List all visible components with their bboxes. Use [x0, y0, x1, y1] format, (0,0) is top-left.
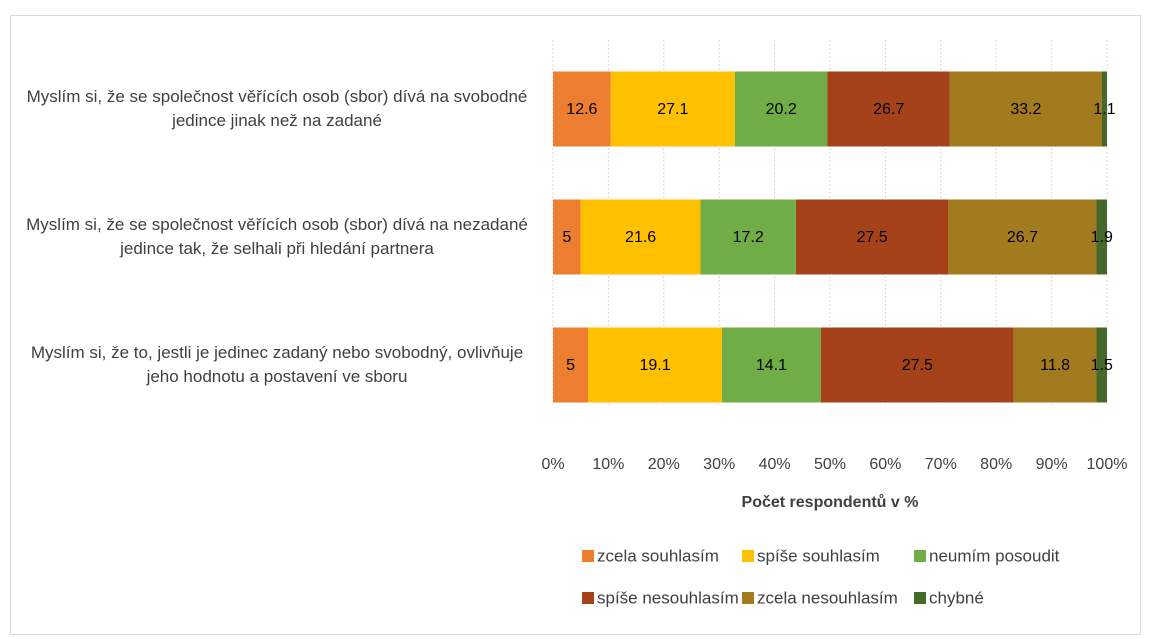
legend-label: zcela nesouhlasím	[757, 588, 898, 607]
data-label: 5	[566, 357, 575, 374]
x-tick-label: 30%	[703, 456, 735, 473]
bar-segment	[795, 199, 949, 275]
data-label: 20.2	[766, 101, 797, 118]
legend-label: spíše souhlasím	[757, 546, 880, 565]
x-tick-label: 0%	[541, 456, 564, 473]
x-axis-title: Počet respondentů v %	[742, 494, 919, 511]
bar-segment	[553, 71, 611, 147]
legend-swatch	[742, 592, 754, 604]
bar-segment	[588, 327, 723, 403]
bar-segment	[734, 71, 828, 147]
x-tick-label: 80%	[980, 456, 1012, 473]
bar-segment	[1096, 327, 1107, 403]
x-tick-label: 40%	[759, 456, 791, 473]
data-label: 11.8	[1040, 357, 1070, 374]
bar-segment	[610, 71, 735, 147]
bar-segment	[700, 199, 796, 275]
x-tick-label: 90%	[1036, 456, 1068, 473]
data-label: 26.7	[873, 101, 904, 118]
category-label: Myslím si, že to, jestli je jedinec zada…	[30, 343, 524, 386]
data-label: 5	[562, 229, 571, 246]
data-label: 1.1	[1093, 101, 1115, 118]
data-label: 27.5	[857, 229, 888, 246]
data-label: 26.7	[1007, 229, 1038, 246]
legend-swatch	[914, 550, 926, 562]
bar-segment	[1096, 199, 1107, 275]
category-label: Myslím si, že se společnost věřících oso…	[26, 87, 528, 130]
x-tick-label: 50%	[814, 456, 846, 473]
x-tick-label: 60%	[869, 456, 901, 473]
data-label: 14.1	[756, 357, 787, 374]
x-tick-label: 100%	[1087, 456, 1128, 473]
data-label: 27.5	[902, 357, 933, 374]
data-label: 12.6	[566, 101, 597, 118]
legend-swatch	[582, 550, 594, 562]
bar-segment	[827, 71, 950, 147]
bar-segment	[580, 199, 701, 275]
legend-label: spíše nesouhlasím	[597, 588, 739, 607]
data-label: 19.1	[639, 357, 670, 374]
legend-swatch	[742, 550, 754, 562]
data-label: 21.6	[625, 229, 656, 246]
x-tick-label: 20%	[648, 456, 680, 473]
data-label: 27.1	[657, 101, 688, 118]
bar-segment	[553, 199, 581, 275]
x-tick-label: 10%	[592, 456, 624, 473]
legend-swatch	[914, 592, 926, 604]
data-label: 1.5	[1091, 357, 1113, 374]
legend-label: neumím posoudit	[929, 546, 1060, 565]
legend-label: zcela souhlasím	[597, 546, 719, 565]
bar-segment	[949, 71, 1102, 147]
legend-swatch	[582, 592, 594, 604]
x-tick-label: 70%	[925, 456, 957, 473]
data-label: 33.2	[1010, 101, 1041, 118]
bar-segment	[722, 327, 821, 403]
bar-segment	[820, 327, 1014, 403]
data-label: 1.9	[1091, 229, 1113, 246]
legend-label: chybné	[929, 588, 984, 607]
bar-segment	[1013, 327, 1097, 403]
chart-border	[10, 15, 1141, 635]
bar-segment	[553, 327, 589, 403]
bar-segment	[1101, 71, 1107, 147]
category-label: Myslím si, že se společnost věřících oso…	[26, 215, 528, 258]
bar-segment	[948, 199, 1097, 275]
data-label: 17.2	[733, 229, 764, 246]
